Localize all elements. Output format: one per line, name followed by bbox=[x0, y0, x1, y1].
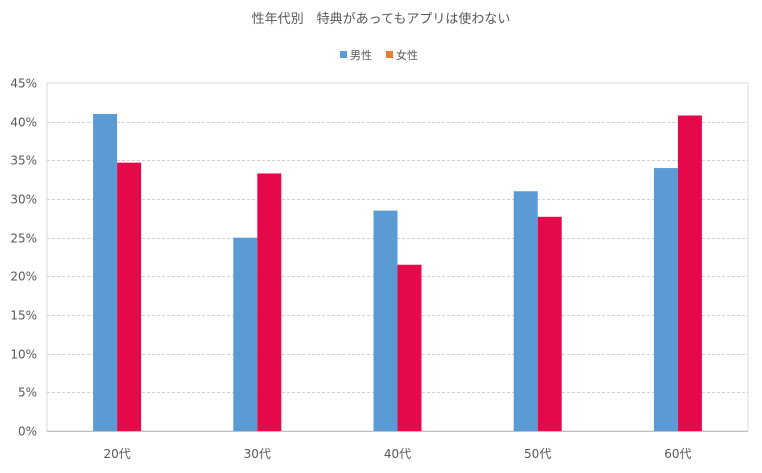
bar-male bbox=[653, 168, 678, 432]
legend-label: 男性 bbox=[350, 48, 372, 62]
y-tick-label: 35% bbox=[10, 154, 37, 168]
bar-male bbox=[233, 237, 258, 431]
y-tick-label: 25% bbox=[10, 232, 37, 246]
x-axis: 20代 30代 40代 50代 60代 bbox=[47, 431, 748, 461]
x-tick-label: 20代 bbox=[103, 447, 130, 461]
y-tick-label: 15% bbox=[10, 309, 37, 323]
bar-female bbox=[537, 216, 562, 431]
y-tick-label: 20% bbox=[10, 270, 37, 284]
bar-male bbox=[93, 113, 118, 431]
chart-title: 性年代別 特典があってもアプリは使わない bbox=[252, 11, 511, 27]
bars bbox=[93, 113, 702, 432]
x-tick-label: 50代 bbox=[524, 447, 551, 461]
y-tick-label: 40% bbox=[10, 116, 37, 130]
x-tick-label: 40代 bbox=[384, 447, 411, 461]
legend-swatch bbox=[386, 51, 393, 58]
y-axis: 0% 5% 10% 15% 20% 25% 30% 35% 40% 45% bbox=[10, 77, 37, 439]
y-tick-label: 30% bbox=[10, 193, 37, 207]
x-tick-label: 60代 bbox=[664, 447, 691, 461]
legend-swatch bbox=[340, 51, 347, 58]
legend: 男性 女性 bbox=[340, 48, 418, 62]
bar-female bbox=[677, 115, 702, 431]
y-tick-label: 10% bbox=[10, 348, 37, 362]
legend-label: 女性 bbox=[396, 48, 418, 62]
y-tick-label: 0% bbox=[18, 425, 37, 439]
y-tick-label: 5% bbox=[18, 386, 37, 400]
bar-female bbox=[117, 162, 142, 432]
bar-male bbox=[513, 191, 538, 431]
bar-male bbox=[373, 210, 398, 431]
y-tick-label: 45% bbox=[10, 77, 37, 91]
bar-female bbox=[257, 173, 282, 432]
bar-female bbox=[397, 264, 422, 431]
x-tick-label: 30代 bbox=[244, 447, 271, 461]
